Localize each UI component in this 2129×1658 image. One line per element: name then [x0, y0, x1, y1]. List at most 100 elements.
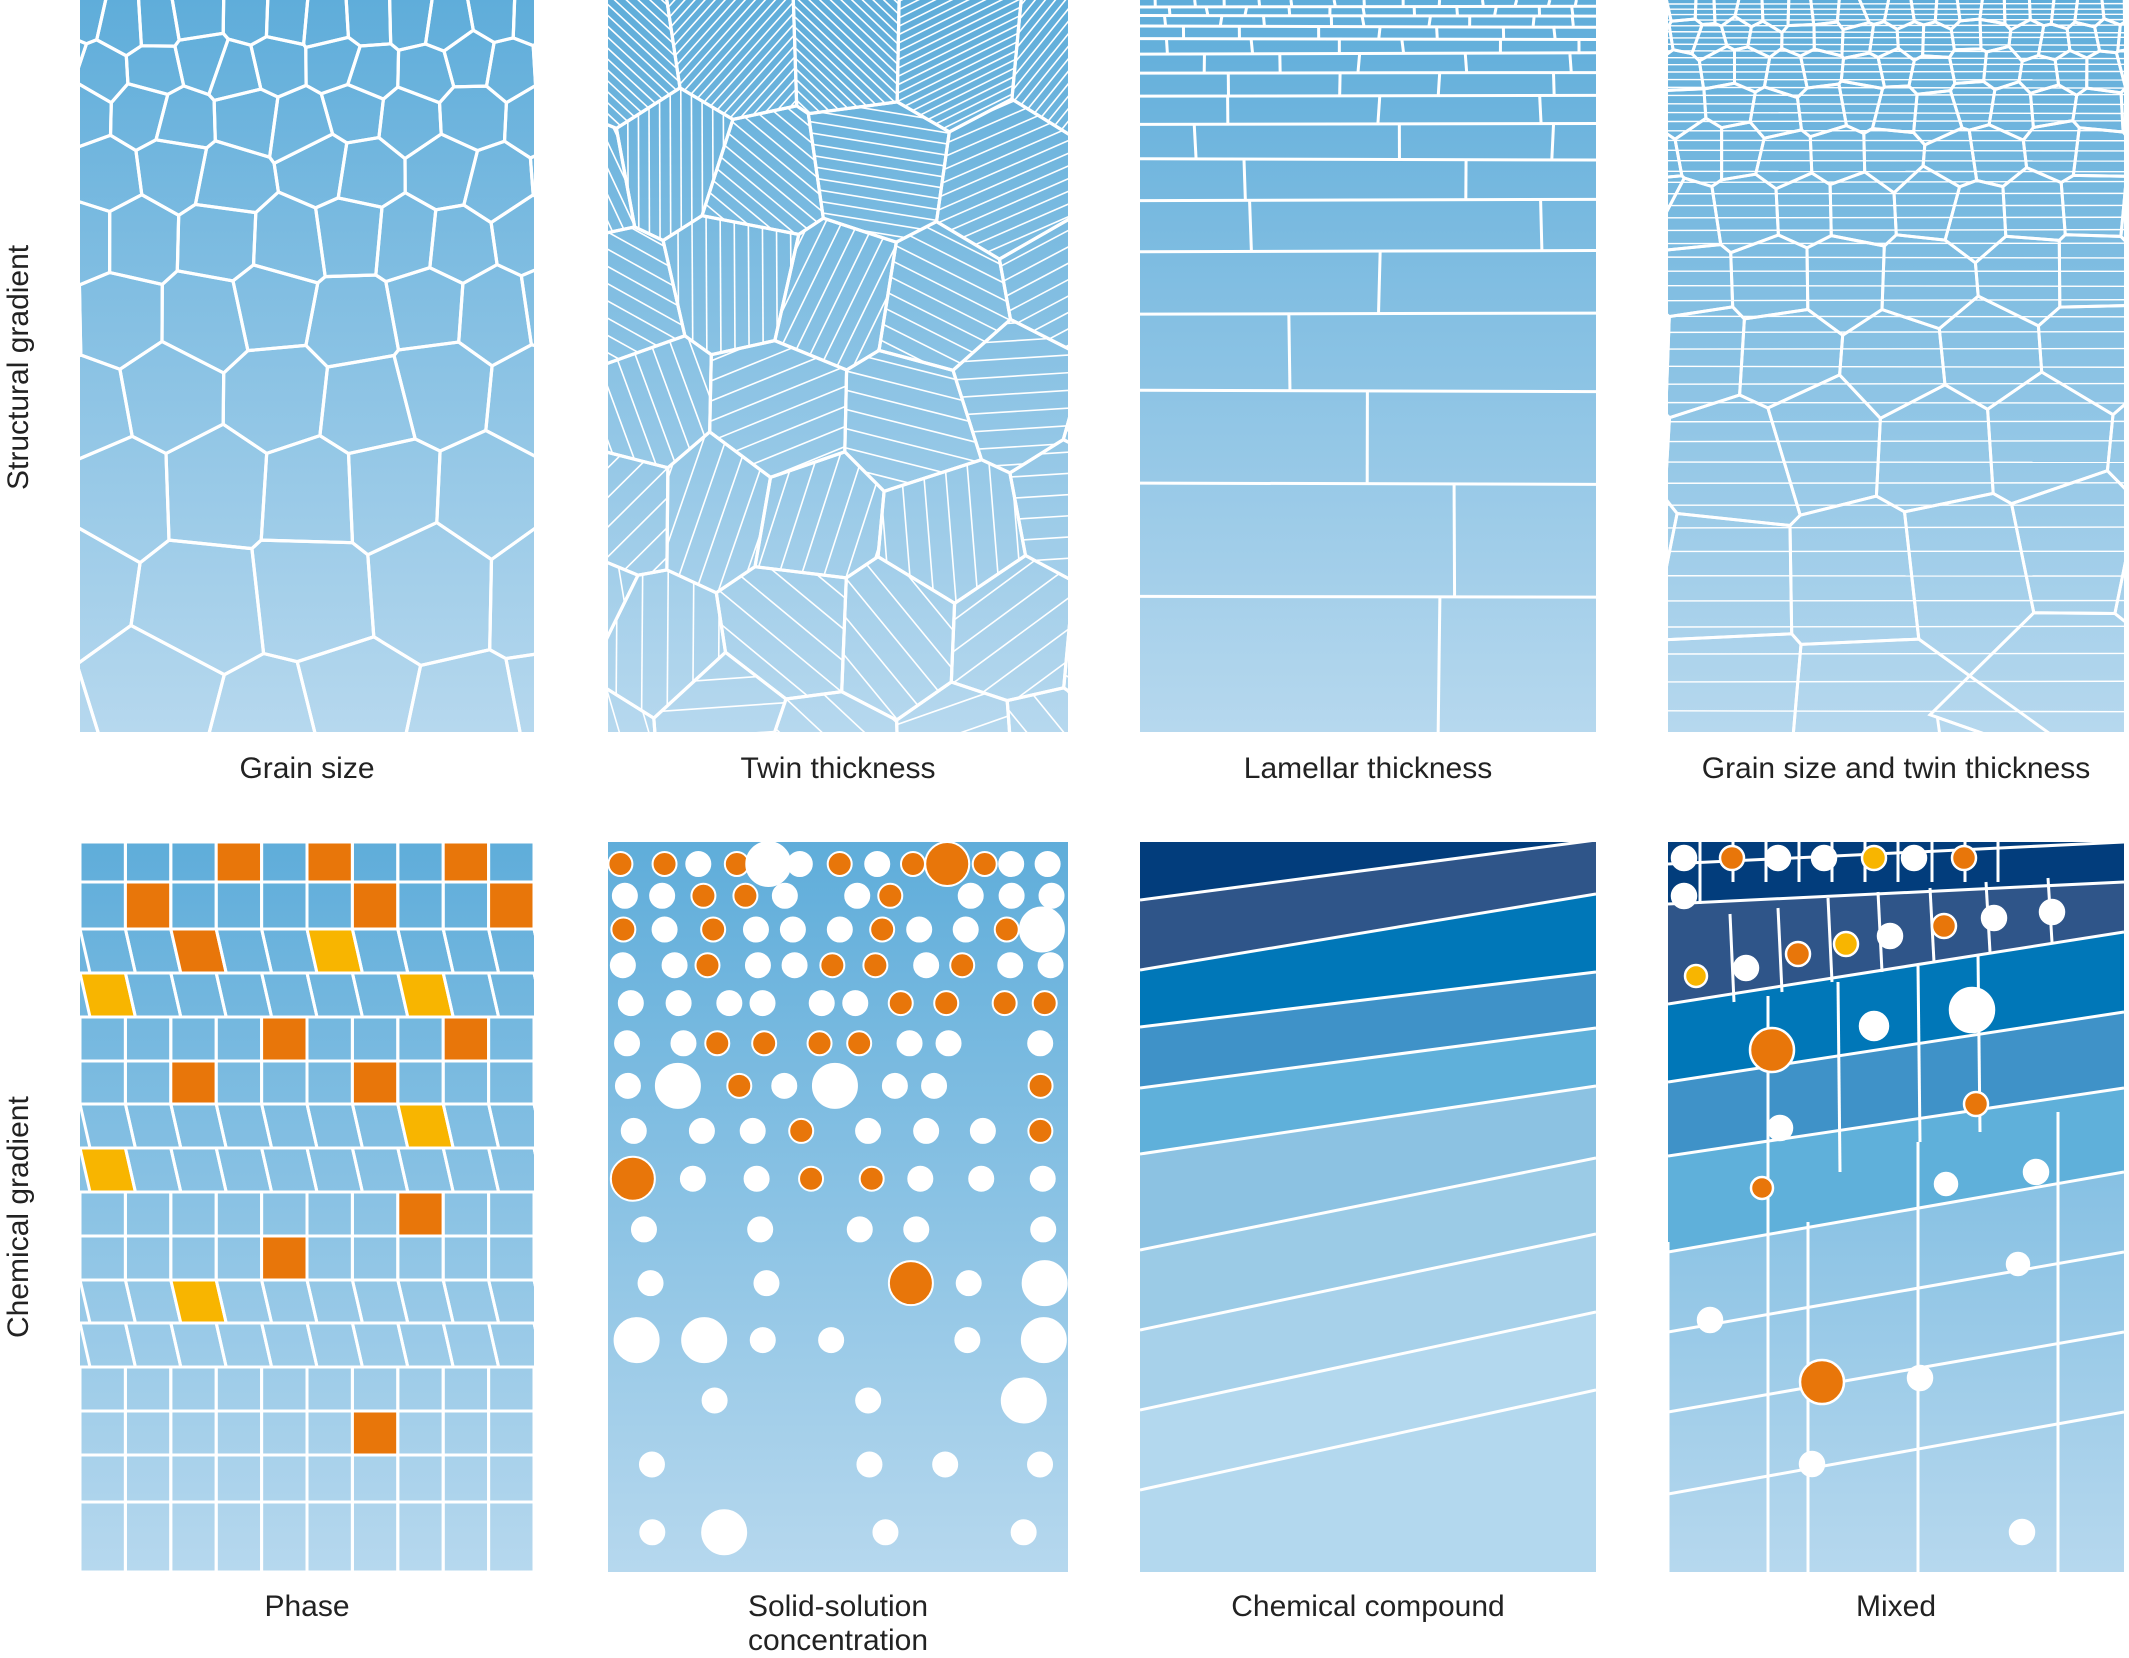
- solute-atom-orange: [820, 953, 844, 977]
- solute-atom-orange: [611, 918, 635, 942]
- solute-atom: [1672, 846, 1696, 870]
- panel-grain-size: [80, 0, 534, 732]
- solute-atom: [1982, 906, 2006, 930]
- lamella-end: [1245, 7, 1247, 16]
- solute-atom: [748, 1217, 772, 1241]
- lamella-end: [1515, 0, 1517, 7]
- lamella-end: [1251, 39, 1253, 55]
- lamella-end: [1220, 16, 1222, 26]
- solute-atom: [1878, 924, 1902, 948]
- lamella-end: [1250, 201, 1252, 252]
- solute-atom: [1768, 1116, 1792, 1140]
- solute-atom: [955, 1328, 979, 1352]
- row-label-structural: Structural gradient: [2, 245, 36, 490]
- lamella-end: [1454, 483, 1455, 596]
- lamella-end: [1291, 0, 1292, 7]
- solute-atom: [650, 884, 674, 908]
- twin-boundary: [1668, 113, 2124, 114]
- solute-atom: [613, 884, 637, 908]
- panel-background: [80, 0, 534, 732]
- precipitate-atom: [1862, 846, 1886, 870]
- twin-boundary: [1668, 384, 2124, 385]
- solute-atom-orange: [828, 852, 852, 876]
- solute-atom: [907, 918, 931, 942]
- precipitate-atom: [1800, 1360, 1844, 1404]
- solute-atom-orange: [995, 918, 1019, 942]
- solute-atom-orange: [925, 842, 969, 886]
- twin-boundary: [1668, 316, 2124, 317]
- lamella-end: [1457, 7, 1458, 16]
- lamella-end: [1289, 7, 1290, 16]
- solute-atom: [819, 1328, 843, 1352]
- solute-atom: [717, 991, 741, 1015]
- lamella-end: [1244, 159, 1245, 201]
- lamella-boundary: [1140, 483, 1596, 484]
- solute-atom: [898, 1031, 922, 1055]
- lamella-end: [1438, 596, 1440, 732]
- solute-atom: [745, 1167, 769, 1191]
- grain-boundary: [1918, 966, 1920, 1142]
- solute-atom: [1039, 953, 1063, 977]
- solute-atom: [922, 1074, 946, 1098]
- solute-atom: [848, 1217, 872, 1241]
- second-phase-cell: [125, 882, 170, 929]
- lamella-end: [1540, 96, 1541, 124]
- solute-atom: [1698, 1308, 1722, 1332]
- solute-atom: [702, 1510, 746, 1554]
- solute-atom: [843, 991, 867, 1015]
- twin-boundary: [1668, 300, 2124, 301]
- solute-atom: [746, 953, 770, 977]
- precipitate-atom: [1751, 1177, 1773, 1199]
- lamella-end: [1166, 39, 1167, 55]
- lamella-end: [1575, 0, 1576, 7]
- caption-solid-solution-line1: Solid-solution: [608, 1590, 1068, 1624]
- twin-boundary: [1668, 527, 2124, 528]
- lamella-end: [1552, 124, 1554, 158]
- lamella-boundary: [1140, 313, 1596, 314]
- solute-atom: [1908, 1366, 1932, 1390]
- lamella-end: [1334, 0, 1335, 7]
- solute-atom: [1031, 1167, 1055, 1191]
- solute-atom: [773, 884, 797, 908]
- solute-atom: [828, 918, 852, 942]
- solute-atom-orange: [950, 953, 974, 977]
- lamella-boundary: [1140, 596, 1596, 597]
- solute-atom-orange: [808, 1031, 832, 1055]
- panel-grain-and-twin: [1668, 0, 2124, 732]
- solute-atom: [1902, 846, 1926, 870]
- solute-atom-orange: [725, 852, 749, 876]
- lamella-end: [1362, 16, 1364, 26]
- twin-boundary: [1668, 441, 2124, 442]
- lamella-boundary: [1140, 123, 1596, 124]
- precipitate-atom: [1750, 1028, 1794, 1072]
- solute-atom-orange: [889, 1261, 933, 1305]
- caption-solid-solution: Solid-solution concentration: [608, 1590, 1068, 1658]
- row-label-chemical: Chemical gradient: [2, 1096, 36, 1338]
- solute-atom: [957, 1271, 981, 1295]
- second-phase-cell: [262, 1017, 307, 1061]
- solute-atom-orange: [799, 1167, 823, 1191]
- solute-atom: [971, 1119, 995, 1143]
- solute-atom: [1040, 884, 1064, 908]
- lamella-end: [1379, 26, 1380, 39]
- solute-atom-orange: [934, 991, 958, 1015]
- second-phase-cell: [216, 842, 261, 882]
- solute-atom-orange: [1033, 991, 1057, 1015]
- lamella-boundary: [1140, 95, 1596, 96]
- lamella-end: [1169, 7, 1170, 16]
- lamella-end: [1482, 0, 1483, 7]
- solute-atom-orange: [973, 852, 997, 876]
- grain-boundary: [1838, 982, 1840, 1172]
- solute-atom: [615, 1318, 659, 1362]
- solute-atom-orange: [691, 884, 715, 908]
- solute-atom-orange: [701, 918, 725, 942]
- solute-atom: [999, 852, 1023, 876]
- solute-atom-orange: [860, 1167, 884, 1191]
- solute-atom: [954, 918, 978, 942]
- panel-solid-solution: [608, 842, 1068, 1572]
- solute-atom: [1812, 846, 1836, 870]
- twin-boundary: [1668, 366, 2124, 367]
- solute-atom: [1012, 1520, 1036, 1544]
- solute-atom: [1023, 1261, 1067, 1305]
- solute-atom-orange: [847, 1031, 871, 1055]
